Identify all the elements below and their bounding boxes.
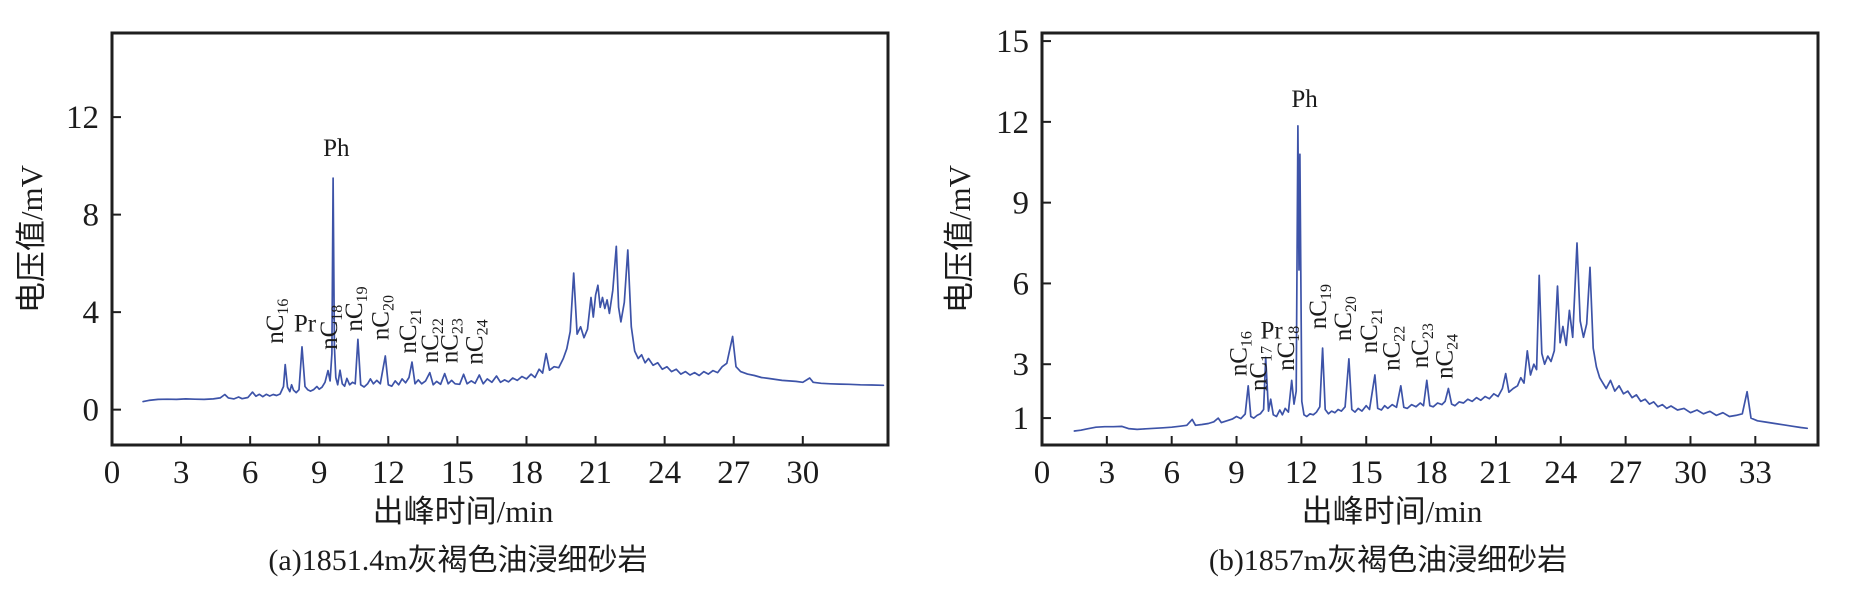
y-tick-label: 12 bbox=[66, 100, 99, 136]
x-tick-label: 9 bbox=[1228, 455, 1245, 491]
peak-label-pr: Pr bbox=[1260, 318, 1283, 345]
y-axis-title-b: 电压值/mV bbox=[942, 164, 977, 313]
x-tick-label: 30 bbox=[1674, 455, 1707, 491]
x-tick-label: 24 bbox=[1544, 455, 1577, 491]
peak-label-nc22: nC22 bbox=[1379, 326, 1409, 371]
y-tick-label: 8 bbox=[83, 198, 100, 234]
caption-a: (a)1851.4m灰褐色油浸细砂岩 bbox=[268, 544, 647, 577]
y-tick-label: 1 bbox=[1013, 401, 1030, 437]
trace-b bbox=[1073, 125, 1809, 432]
y-axis-title-a: 电压值/mV bbox=[14, 164, 49, 313]
x-tick-label: 12 bbox=[372, 455, 405, 491]
peak-label-nc23: nC23 bbox=[436, 318, 466, 363]
peak-label-nc20: nC20 bbox=[367, 295, 397, 340]
x-tick-label: 33 bbox=[1739, 455, 1772, 491]
chromatogram-b: 0 3 6 9 12 15 18 21 24 27 30 3313691215nC16nC17PrnC… bbox=[942, 24, 1820, 577]
x-tick-label: 9 bbox=[311, 455, 328, 491]
x-axis-title-a: 出峰时间/min bbox=[373, 494, 554, 529]
x-tick-label: 27 bbox=[717, 455, 750, 491]
peak-label-nc17: nC17 bbox=[1245, 346, 1275, 391]
x-tick-label: 18 bbox=[510, 455, 543, 491]
peak-label-ph: Ph bbox=[1291, 86, 1318, 113]
peak-label-nc21: nC21 bbox=[395, 308, 425, 353]
caption-b: (b)1857m灰褐色油浸细砂岩 bbox=[1209, 544, 1567, 577]
x-tick-label: 15 bbox=[1350, 455, 1383, 491]
peak-label-nc24: nC24 bbox=[462, 319, 492, 364]
peak-label-pr: Pr bbox=[294, 311, 317, 338]
y-tick-label: 6 bbox=[1013, 266, 1030, 302]
x-tick-label: 12 bbox=[1285, 455, 1318, 491]
y-tick-label: 0 bbox=[83, 393, 100, 429]
x-tick-label: 3 bbox=[1099, 455, 1116, 491]
plot-frame-a bbox=[110, 31, 890, 447]
chromatogram-a: 0 3 6 9 12 15 18 21 24 27 3004812nC16PrPhnC18nC19n… bbox=[14, 31, 890, 577]
y-tick-label: 4 bbox=[83, 295, 100, 331]
peak-label-nc19: nC19 bbox=[341, 286, 371, 331]
peak-label-nc18: nC18 bbox=[316, 305, 346, 350]
peak-label-nc22: nC22 bbox=[417, 318, 447, 363]
peak-label-nc16: nC16 bbox=[1225, 331, 1255, 376]
peak-label-ph: Ph bbox=[323, 135, 350, 162]
x-tick-label: 18 bbox=[1415, 455, 1448, 491]
x-tick-label: 6 bbox=[1163, 455, 1180, 491]
plot-area-a: 0 3 6 9 12 15 18 21 24 27 3004812nC16PrPhnC18nC19n… bbox=[66, 31, 890, 491]
peak-label-nc18: nC18 bbox=[1273, 326, 1303, 371]
x-tick-label: 0 bbox=[1034, 455, 1051, 491]
peak-label-nc23: nC23 bbox=[1407, 323, 1437, 368]
x-tick-label: 21 bbox=[579, 455, 612, 491]
x-tick-label: 6 bbox=[242, 455, 259, 491]
peak-label-nc24: nC24 bbox=[1432, 334, 1462, 379]
y-tick-label: 15 bbox=[996, 24, 1029, 60]
x-axis-title-b: 出峰时间/min bbox=[1302, 494, 1483, 529]
x-tick-label: 30 bbox=[786, 455, 819, 491]
peak-label-nc16: nC16 bbox=[262, 299, 292, 344]
x-tick-label: 15 bbox=[441, 455, 474, 491]
y-tick-label: 9 bbox=[1013, 186, 1030, 222]
x-tick-label: 21 bbox=[1479, 455, 1512, 491]
y-tick-label: 12 bbox=[996, 105, 1029, 141]
plot-frame-b bbox=[1040, 31, 1820, 447]
peak-label-nc21: nC21 bbox=[1356, 308, 1386, 353]
x-tick-label: 3 bbox=[173, 455, 190, 491]
plot-area-b: 0 3 6 9 12 15 18 21 24 27 30 3313691215nC16nC17PrnC… bbox=[996, 24, 1820, 491]
x-tick-label: 0 bbox=[104, 455, 121, 491]
peak-label-nc20: nC20 bbox=[1330, 296, 1360, 341]
y-tick-label: 3 bbox=[1013, 347, 1030, 383]
x-tick-label: 24 bbox=[648, 455, 681, 491]
x-tick-label: 27 bbox=[1609, 455, 1642, 491]
trace-a bbox=[142, 177, 885, 403]
peak-label-nc19: nC19 bbox=[1305, 284, 1335, 329]
